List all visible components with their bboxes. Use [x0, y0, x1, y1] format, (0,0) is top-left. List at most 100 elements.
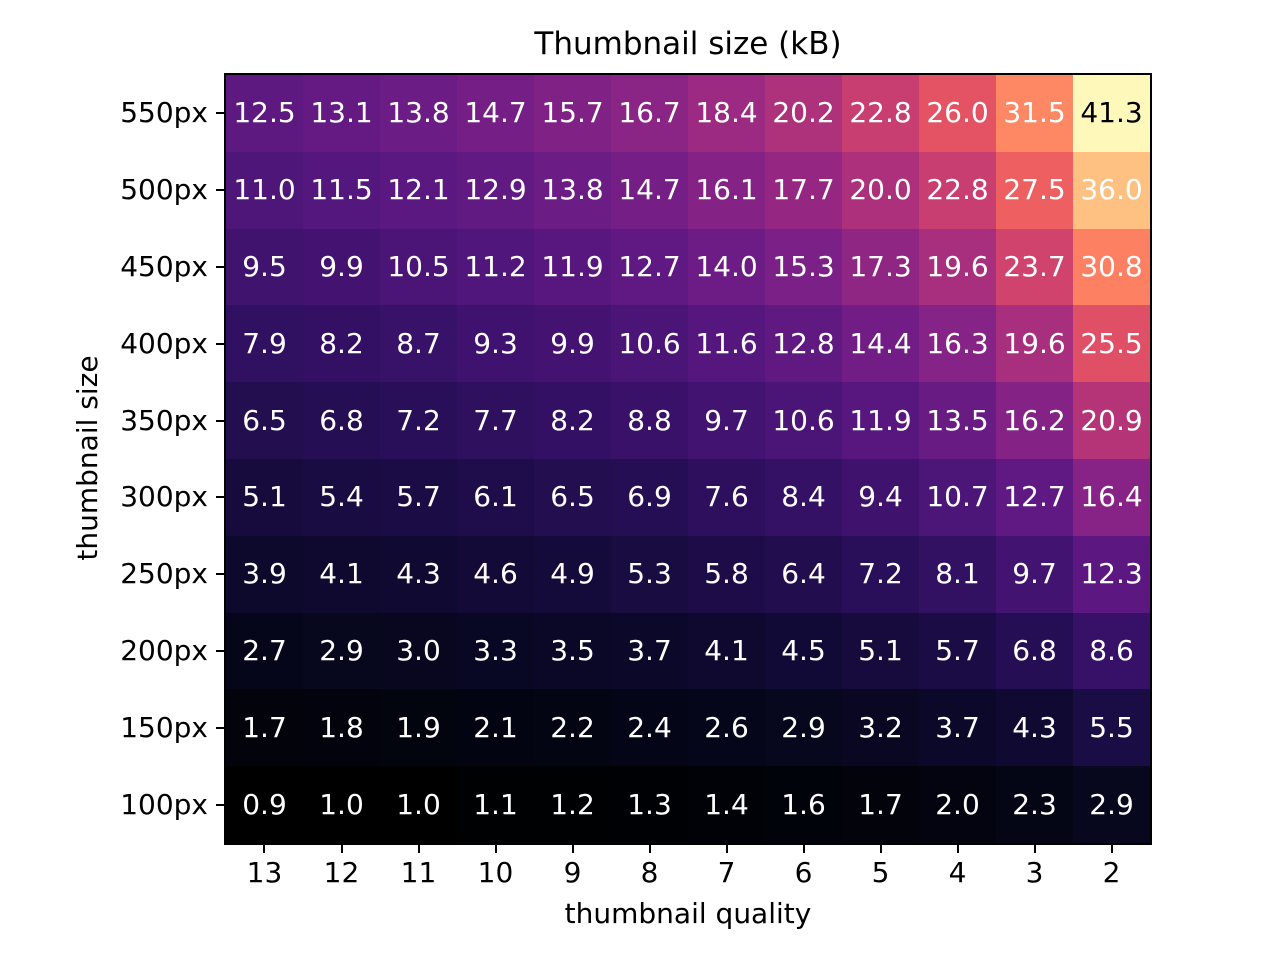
heatmap-cell: 10.5 [380, 228, 457, 306]
heatmap-cell: 15.7 [534, 75, 611, 152]
heatmap-cell: 16.1 [688, 151, 765, 229]
heatmap-cell: 2.9 [303, 612, 380, 690]
heatmap-cell: 19.6 [919, 228, 996, 306]
heatmap-cell: 1.9 [380, 689, 457, 767]
heatmap-cell: 7.2 [380, 382, 457, 459]
heatmap-cell: 16.2 [996, 382, 1073, 459]
heatmap-cell: 8.1 [919, 535, 996, 613]
heatmap-cell: 1.2 [534, 766, 611, 843]
heatmap-cell: 2.9 [765, 689, 842, 767]
heatmap-cell: 3.5 [534, 612, 611, 690]
y-tick-mark [216, 726, 224, 729]
heatmap-cell: 1.0 [380, 766, 457, 843]
heatmap-cell: 13.8 [380, 75, 457, 152]
x-tick-mark [956, 845, 959, 853]
x-tick-label: 4 [948, 856, 967, 889]
heatmap-cell: 16.3 [919, 305, 996, 383]
heatmap-cell: 1.1 [457, 766, 534, 843]
heatmap-cell: 11.5 [303, 151, 380, 229]
heatmap-cell: 0.9 [226, 766, 303, 843]
heatmap-cell: 17.3 [842, 228, 919, 306]
heatmap-cell: 14.7 [611, 151, 688, 229]
heatmap-cell: 9.4 [842, 459, 919, 536]
x-tick-label: 2 [1102, 856, 1121, 889]
heatmap-cell: 3.3 [457, 612, 534, 690]
heatmap-cell: 6.5 [226, 382, 303, 459]
heatmap-cell: 30.8 [1073, 228, 1150, 306]
heatmap-cell: 8.6 [1073, 612, 1150, 690]
heatmap-cell: 2.4 [611, 689, 688, 767]
heatmap-cell: 22.8 [919, 151, 996, 229]
heatmap-cell: 12.1 [380, 151, 457, 229]
y-tick-mark [216, 496, 224, 499]
x-tick-mark [1033, 845, 1036, 853]
heatmap-cell: 8.8 [611, 382, 688, 459]
x-tick-mark [648, 845, 651, 853]
heatmap-cell: 20.0 [842, 151, 919, 229]
heatmap-cell: 3.0 [380, 612, 457, 690]
heatmap-cell: 8.2 [303, 305, 380, 383]
heatmap-cell: 4.3 [380, 535, 457, 613]
heatmap-cell: 5.7 [919, 612, 996, 690]
x-tick-mark [494, 845, 497, 853]
y-tick-mark [216, 419, 224, 422]
heatmap-cell: 2.3 [996, 766, 1073, 843]
heatmap-cell: 2.2 [534, 689, 611, 767]
heatmap-cell: 5.5 [1073, 689, 1150, 767]
heatmap-cell: 6.5 [534, 459, 611, 536]
x-tick-label: 11 [400, 856, 437, 889]
heatmap-cell: 6.1 [457, 459, 534, 536]
y-tick-mark [216, 189, 224, 192]
heatmap-cell: 12.3 [1073, 535, 1150, 613]
heatmap-cell: 9.7 [688, 382, 765, 459]
heatmap-cell: 4.1 [303, 535, 380, 613]
y-tick-label: 550px [120, 96, 208, 130]
heatmap-cell: 1.7 [842, 766, 919, 843]
y-tick-mark [216, 650, 224, 652]
heatmap-cell: 1.3 [611, 766, 688, 843]
heatmap-cell: 23.7 [996, 228, 1073, 306]
heatmap-cell: 3.7 [611, 612, 688, 690]
heatmap-cell: 5.1 [226, 459, 303, 536]
heatmap-cell: 6.9 [611, 459, 688, 536]
heatmap-cell: 8.7 [380, 305, 457, 383]
x-tick-mark [1110, 845, 1113, 853]
heatmap-cell: 2.6 [688, 689, 765, 767]
heatmap-cell: 2.1 [457, 689, 534, 767]
y-tick-label: 450px [120, 250, 208, 283]
heatmap-cell: 31.5 [996, 75, 1073, 152]
heatmap-cell: 14.4 [842, 305, 919, 383]
heatmap-cell: 19.6 [996, 305, 1073, 383]
heatmap-cell: 26.0 [919, 75, 996, 152]
heatmap-cell: 13.5 [919, 382, 996, 459]
heatmap-cell: 5.7 [380, 459, 457, 536]
heatmap-cell: 18.4 [688, 75, 765, 152]
heatmap-grid: 12.5 13.1 13.8 14.7 15.7 16.7 18.4 20.2 22.8 26.0… [226, 75, 1150, 843]
heatmap-cell: 10.6 [765, 382, 842, 459]
heatmap-cell: 12.8 [765, 305, 842, 383]
heatmap-cell: 11.9 [534, 228, 611, 306]
y-tick-mark [216, 112, 224, 115]
heatmap-cell: 8.2 [534, 382, 611, 459]
heatmap-cell: 3.7 [919, 689, 996, 767]
heatmap-cell: 4.3 [996, 689, 1073, 767]
x-tick-label: 3 [1025, 856, 1044, 889]
heatmap-cell: 2.7 [226, 612, 303, 690]
y-tick-label: 200px [120, 634, 208, 667]
y-tick-label: 300px [120, 480, 208, 514]
heatmap-cell: 11.9 [842, 382, 919, 459]
x-tick-mark [571, 845, 574, 853]
heatmap-cell: 1.0 [303, 766, 380, 843]
heatmap-cell: 27.5 [996, 151, 1073, 229]
heatmap-cell: 41.3 [1073, 75, 1150, 152]
y-tick-mark [216, 266, 224, 268]
heatmap-cell: 4.5 [765, 612, 842, 690]
x-tick-label: 9 [563, 856, 582, 889]
heatmap-cell: 20.9 [1073, 382, 1150, 459]
heatmap-cell: 6.8 [996, 612, 1073, 690]
x-tick-mark [879, 845, 882, 853]
heatmap-cell: 10.6 [611, 305, 688, 383]
heatmap-cell: 1.6 [765, 766, 842, 843]
heatmap-cell: 1.7 [226, 689, 303, 767]
